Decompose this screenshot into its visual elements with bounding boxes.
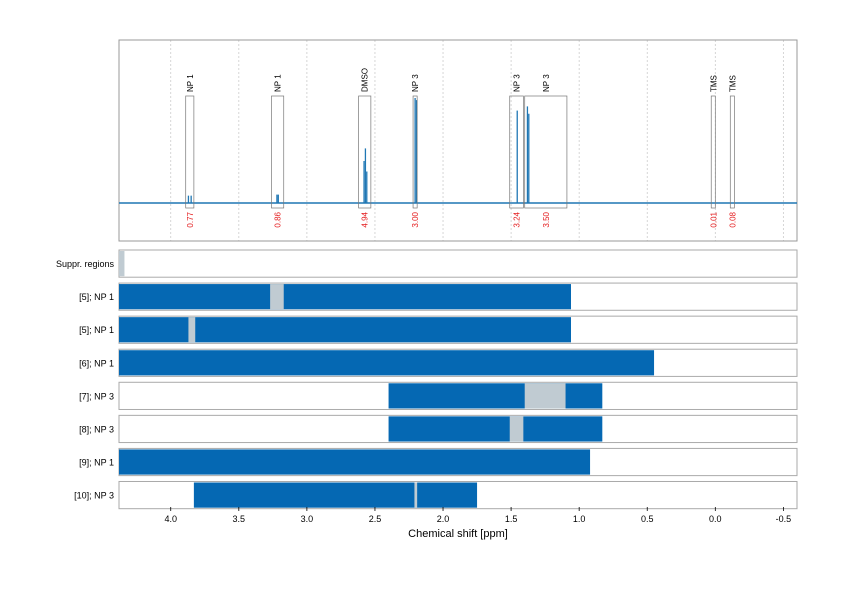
coverage-bar: [193, 482, 478, 508]
rows-layer: Suppr. regions [5]; NP 1 [5]; NP 1 [6]; NP …: [56, 249, 798, 510]
integral-value: 0.08: [728, 211, 737, 227]
region-label: NP 1: [186, 74, 195, 92]
x-tick-label: 1.5: [505, 514, 518, 524]
coverage-bar: [119, 350, 655, 376]
region-label: TMS: [728, 75, 737, 92]
integration-region: [185, 95, 195, 209]
integration-region: [524, 95, 568, 209]
x-tick-label: 2.5: [369, 514, 382, 524]
x-tick-label: 0.5: [641, 514, 654, 524]
x-tick-label: 3.5: [233, 514, 246, 524]
integration-region: [710, 95, 716, 209]
integral-value: 4.94: [361, 211, 370, 227]
coverage-bar: [119, 449, 591, 475]
suppressed-gap: [270, 284, 284, 310]
coverage-bar: [388, 383, 603, 409]
coverage-bar: [119, 284, 571, 310]
region-label: NP 3: [411, 74, 420, 92]
integral-value: 0.77: [186, 211, 195, 227]
integration-region: [271, 95, 285, 209]
suppressed-gap: [119, 251, 125, 277]
grid-layer: [170, 40, 784, 241]
integral-value: 0.01: [709, 211, 718, 227]
row-label: [10]; NP 3: [74, 491, 114, 501]
region-label: NP 3: [513, 74, 522, 92]
row-label: [9]; NP 1: [79, 458, 114, 468]
row-label: [6]; NP 1: [79, 358, 114, 368]
suppressed-gap: [509, 416, 524, 442]
region-label: DMSO: [361, 68, 370, 92]
row-label: [5]; NP 1: [79, 325, 114, 335]
x-tick-label: 3.0: [301, 514, 314, 524]
row-frame: [118, 249, 798, 278]
row-label: [5]; NP 1: [79, 292, 114, 302]
row-label: Suppr. regions: [56, 259, 115, 269]
x-axis-label: Chemical shift [ppm]: [408, 528, 508, 540]
integration-region: [509, 95, 524, 209]
integral-value: 3.00: [411, 211, 420, 227]
coverage-bar: [119, 317, 571, 343]
row-label: [8]; NP 3: [79, 424, 114, 434]
suppressed-gap: [414, 482, 418, 508]
region-label: NP 3: [542, 74, 551, 92]
integration-region: [412, 95, 418, 209]
region-label: NP 1: [274, 74, 283, 92]
integration-region: [358, 95, 372, 209]
integral-value: 3.24: [513, 211, 522, 227]
spectrum-frame: [118, 39, 798, 242]
x-tick-label: 0.0: [709, 514, 722, 524]
spectrum-panel: NP 1 0.77 NP 1 0.86 DMSO 4.94 NP 3 3.00 NP 3 3.24…: [118, 39, 798, 242]
suppressed-gap: [188, 317, 196, 343]
region-label: TMS: [709, 75, 718, 92]
row-label: [7]; NP 3: [79, 391, 114, 401]
x-tick-label: 1.0: [573, 514, 586, 524]
suppressed-gap: [524, 383, 566, 409]
x-tick-label: 2.0: [437, 514, 450, 524]
integration-region: [729, 95, 735, 209]
integral-value: 0.86: [274, 211, 283, 227]
coverage-bar: [388, 416, 603, 442]
x-tick-label: -0.5: [776, 514, 792, 524]
integral-value: 3.50: [542, 211, 551, 227]
x-axis: 4.0 3.5 3.0 2.5 2.0 1.5 1.0 0.5 0.0 -0.5: [164, 507, 791, 524]
x-tick-label: 4.0: [164, 514, 177, 524]
